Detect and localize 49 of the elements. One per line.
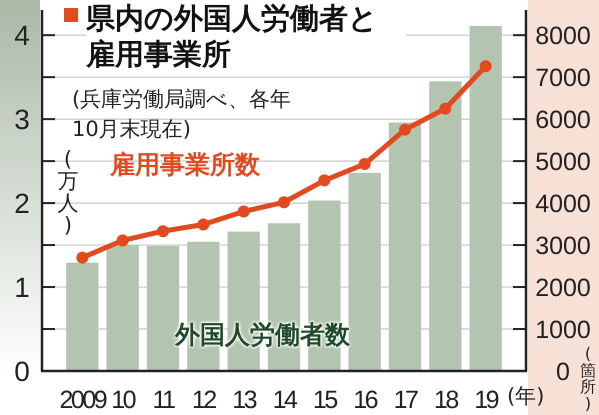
point (439, 102, 452, 115)
x-tick-label: 13 (232, 386, 257, 414)
y-tick-label: 3 (14, 104, 30, 136)
text: (兵庫労働局調べ、各年10月末現在) (72, 86, 292, 143)
x-tick-label: 18 (434, 386, 458, 414)
point (157, 225, 169, 238)
y2-tick-label: 1000 (535, 316, 591, 344)
y2-tick-label: 4000 (535, 190, 591, 218)
y2-tick-label: 0 (556, 358, 570, 386)
point (480, 60, 492, 72)
series-label: 雇用事業所数 (110, 149, 260, 181)
y-tick-label: 0 (14, 356, 30, 387)
point (197, 218, 210, 230)
x-tick-label: 19 (474, 386, 499, 414)
y2-tick-label: 2000 (535, 274, 591, 302)
y2-tick-label: 8000 (535, 22, 591, 50)
series-label: 外国人労働者数 (175, 319, 350, 351)
bar (388, 122, 422, 371)
point (318, 174, 330, 186)
point (116, 234, 129, 246)
y2-tick-label: 6000 (535, 106, 591, 134)
x-axis-title: (年) (507, 383, 544, 410)
y2-tick-label: 7000 (535, 64, 591, 92)
x-tick-label: 16 (353, 386, 378, 414)
chart-title: 県内の外国人労働者と雇用事業所 (86, 0, 406, 72)
y-axis-title: (万人) (56, 147, 80, 237)
point (278, 196, 290, 208)
point (358, 158, 371, 170)
point (76, 252, 88, 264)
y-tick-label: 1 (14, 272, 30, 304)
bar (106, 245, 139, 371)
bar (429, 81, 462, 371)
point (399, 124, 411, 136)
x-tick-label: 11 (152, 386, 176, 414)
x-tick-label: 14 (272, 386, 298, 414)
x-tick-label: 12 (192, 386, 216, 414)
y-tick-label: 4 (14, 20, 30, 52)
bar (66, 262, 98, 371)
bar (470, 26, 502, 371)
x-tick-label: 15 (312, 386, 338, 414)
x-tick-label: 2009 (60, 386, 107, 414)
x-tick-label: 10 (111, 386, 136, 414)
y2-axis-title: (箇所) (579, 344, 597, 412)
y2-tick-label: 5000 (535, 148, 591, 176)
bar (348, 172, 381, 371)
point (238, 205, 250, 218)
y2-tick-label: 3000 (535, 232, 591, 260)
x-tick-label: 17 (394, 386, 418, 414)
y-tick-label: 2 (14, 188, 30, 220)
